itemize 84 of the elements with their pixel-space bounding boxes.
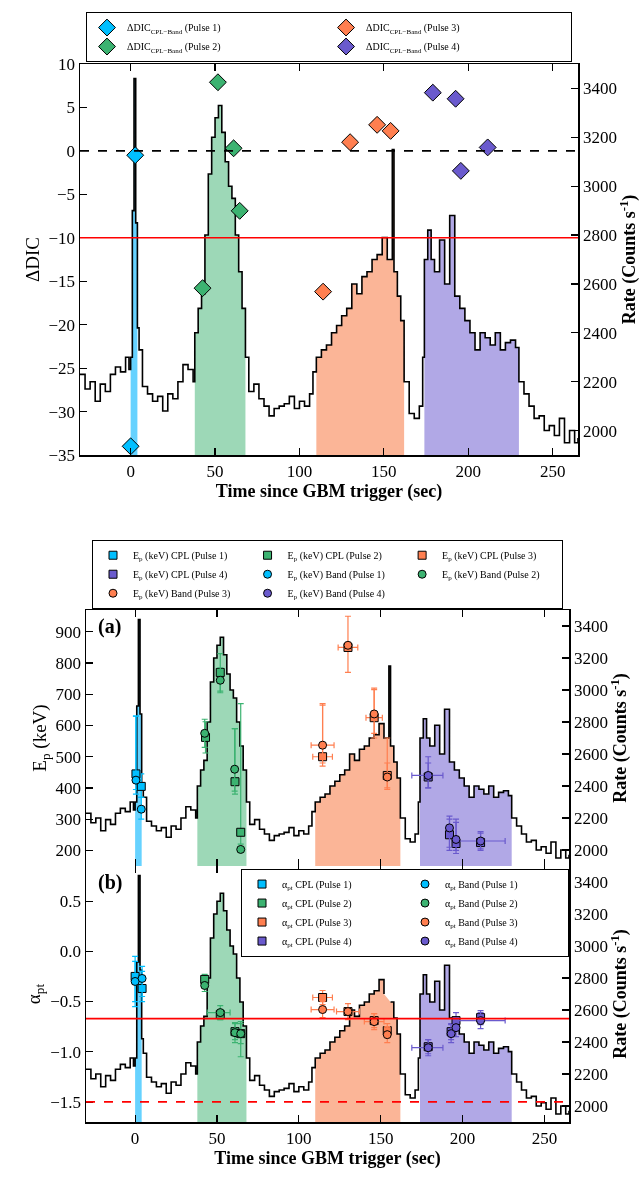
y-axis-title: ΔDIC (21, 237, 43, 282)
y-tick-label: −35 (48, 445, 76, 465)
y-tick-label: 500 (55, 747, 82, 767)
y2-tick-label: 2400 (573, 776, 608, 796)
y-tick-label: 5 (66, 98, 76, 118)
y2-tick-label: 3400 (573, 616, 608, 636)
y2-tick-label: 2600 (582, 274, 617, 294)
x-axis-title: Time since GBM trigger (sec) (215, 480, 443, 502)
legend-label: E$_{p}$ (keV) CPL (Pulse 4) (133, 569, 228, 583)
y2-tick-label: 3000 (573, 936, 608, 956)
y-tick-label: −20 (48, 315, 76, 335)
y2-tick-label: 2800 (582, 226, 617, 246)
y2-tick-label: 2200 (582, 372, 617, 392)
legend-label: α$_{pt}$ Band (Pulse 1) (445, 878, 518, 893)
y2-tick-label: 2000 (573, 840, 608, 860)
y2-tick-label: 2000 (582, 421, 617, 441)
y-tick-label: 800 (55, 654, 82, 674)
y2-tick-label: 3200 (573, 904, 608, 924)
y2-tick-label: 2000 (573, 1096, 608, 1116)
legend-label: E$_{p}$ (keV) Band (Pulse 4) (287, 588, 385, 602)
annotation: (a) (98, 615, 122, 638)
y-tick-label: 400 (55, 778, 82, 798)
x-tick-label: 50 (206, 461, 224, 481)
y-tick-label: −30 (48, 402, 76, 422)
legend-label: α$_{pt}$ CPL (Pulse 2) (282, 897, 352, 912)
x-tick-label: 250 (531, 1128, 558, 1148)
x-tick-label: 0 (126, 461, 135, 481)
y2-tick-label: 3000 (582, 177, 617, 197)
annotation: (b) (98, 871, 123, 894)
y2-tick-label: 3200 (573, 648, 608, 668)
legend-label: ΔDIC$_{CPL−Band}$ (Pulse 4) (366, 41, 460, 55)
y-tick-label: 300 (55, 810, 82, 830)
y2-tick-label: 3200 (582, 128, 617, 148)
x-axis-title: Time since GBM trigger (sec) (214, 1147, 441, 1169)
x-tick-label: 0 (130, 1128, 140, 1148)
y2-tick-label: 2800 (573, 968, 608, 988)
legend-label: E$_{p}$ (keV) CPL (Pulse 3) (442, 550, 537, 564)
y2-tick-label: 2200 (573, 808, 608, 828)
y-tick-label: −10 (48, 228, 76, 248)
y-tick-label: 0.0 (59, 942, 82, 962)
legend-label: ΔDIC$_{CPL−Band}$ (Pulse 1) (127, 22, 221, 36)
legend-label: α$_{pt}$ Band (Pulse 2) (445, 897, 518, 912)
y-tick-label: −1.0 (50, 1042, 82, 1062)
legend-label: E$_{p}$ (keV) CPL (Pulse 2) (287, 550, 382, 564)
y-tick-label: −15 (48, 272, 76, 292)
legend-label: α$_{pt}$ CPL (Pulse 4) (282, 935, 352, 950)
y2-tick-label: 3400 (582, 79, 617, 99)
y-tick-label: −0.5 (50, 992, 82, 1012)
legend-label: E$_{p}$ (keV) Band (Pulse 1) (287, 569, 385, 583)
x-tick-label: 150 (367, 1128, 394, 1148)
legend-label: α$_{pt}$ CPL (Pulse 1) (282, 878, 352, 893)
x-tick-label: 200 (449, 1128, 476, 1148)
y-tick-label: 900 (55, 622, 82, 642)
x-tick-label: 50 (208, 1128, 226, 1148)
legend-label: α$_{pt}$ CPL (Pulse 3) (282, 916, 352, 931)
y2-tick-label: 2600 (573, 1000, 608, 1020)
x-tick-label: 100 (286, 1128, 312, 1148)
y-tick-label: 700 (55, 685, 82, 705)
y2-tick-label: 2200 (573, 1064, 608, 1084)
y-tick-label: 10 (58, 54, 76, 74)
legend-label: E$_{p}$ (keV) Band (Pulse 3) (133, 588, 231, 602)
x-tick-label: 150 (371, 461, 397, 481)
y-tick-label: 600 (55, 716, 82, 736)
y2-tick-label: 2400 (582, 323, 617, 343)
y2-tick-label: 2400 (573, 1032, 608, 1052)
legend-label: E$_{p}$ (keV) Band (Pulse 2) (442, 569, 540, 583)
legend-label: ΔDIC$_{CPL−Band}$ (Pulse 3) (366, 22, 460, 36)
x-tick-label: 200 (455, 461, 482, 481)
legend-label: α$_{pt}$ Band (Pulse 3) (445, 916, 518, 931)
y2-tick-label: 2600 (573, 744, 608, 764)
y-tick-label: −25 (48, 359, 76, 379)
y-tick-label: −5 (57, 185, 76, 205)
y-tick-label: 0 (66, 141, 76, 161)
x-tick-label: 250 (539, 461, 566, 481)
legend-label: E$_{p}$ (keV) CPL (Pulse 1) (133, 550, 228, 564)
y-tick-label: −1.5 (50, 1092, 82, 1112)
y-tick-label: 0.5 (59, 892, 82, 912)
y2-tick-label: 3400 (573, 872, 608, 892)
y-tick-label: 200 (55, 841, 82, 861)
legend-label: α$_{pt}$ Band (Pulse 4) (445, 935, 518, 950)
y2-tick-label: 2800 (573, 712, 608, 732)
y2-tick-label: 3000 (573, 680, 608, 700)
x-tick-label: 100 (286, 461, 313, 481)
legend-label: ΔDIC$_{CPL−Band}$ (Pulse 2) (127, 41, 221, 55)
